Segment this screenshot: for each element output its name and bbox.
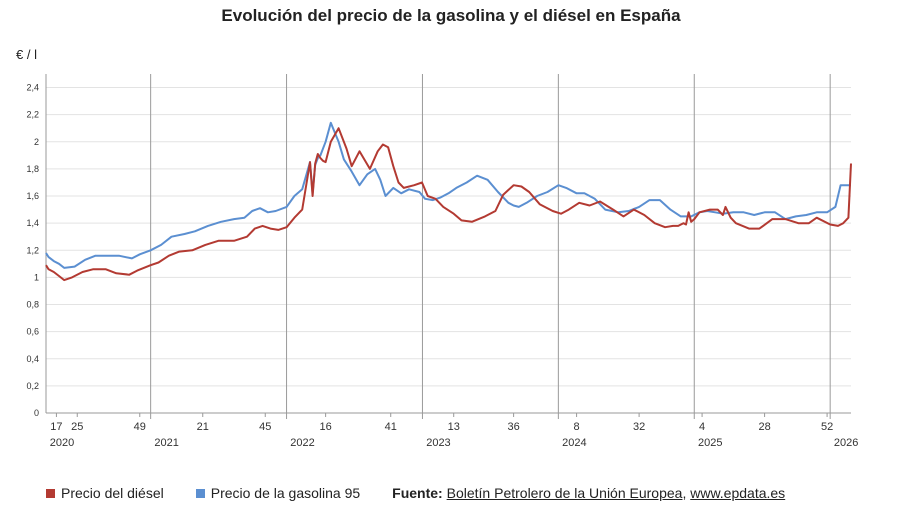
legend-item-diesel: Precio del diésel [46,485,164,501]
x-tick-label: 28 [758,421,770,433]
legend-item-gasoline: Precio de la gasolina 95 [195,485,361,501]
chart-title: Evolución del precio de la gasolina y el… [221,6,681,25]
x-year-label: 2021 [154,437,178,449]
y-tick-label: 1,6 [26,191,39,201]
line-chart: 0 0,2 0,4 0,6 0,8 1 1,2 1,4 1,6 1,8 2 2,2 2,4 17 25 49 2… [26,74,858,449]
plot-area [46,74,851,413]
y-tick-label: 1,8 [26,164,39,174]
legend-label-diesel: Precio del diésel [61,485,164,501]
x-year-label: 2024 [562,437,586,449]
y-tick-label: 1 [34,272,39,282]
y-tick-label: 0,4 [26,354,39,364]
y-tick-label: 2,4 [26,83,39,93]
y-tick-label: 2,2 [26,110,39,120]
source-note: Fuente: Boletín Petrolero de la Unión Eu… [392,485,785,501]
source-site-link[interactable]: www.epdata.es [690,485,786,501]
x-tick-label: 36 [507,421,519,433]
y-tick-label: 2 [34,137,39,147]
x-tick-label: 25 [71,421,83,433]
y-tick-label: 0,6 [26,327,39,337]
y-tick-label: 0,2 [26,381,39,391]
y-axis-unit-label: € / l [16,47,37,62]
y-tick-label: 0,8 [26,300,39,310]
source-label: Fuente: [392,485,443,501]
x-tick-label: 49 [134,421,146,433]
x-year-label: 2026 [834,437,858,449]
x-tick-label: 4 [699,421,705,433]
x-year-label: 2023 [426,437,450,449]
x-tick-label: 52 [821,421,833,433]
legend-swatch-diesel [46,488,55,498]
x-year-label: 2020 [50,437,74,449]
series-line-diesel [45,127,852,282]
x-year-label: 2022 [290,437,314,449]
x-tick-label: 32 [633,421,645,433]
x-tick-label: 16 [319,421,331,433]
series-line-gasoline [45,121,851,269]
x-tick-label: 21 [197,421,209,433]
y-tick-label: 1,4 [26,218,39,228]
legend: Precio del diésel Precio de la gasolina … [46,485,785,501]
x-tick-label: 8 [574,421,580,433]
y-tick-label: 0 [34,408,39,418]
x-tick-label: 45 [259,421,271,433]
source-separator: , [682,485,687,501]
source-link[interactable]: Boletín Petrolero de la Unión Europea [446,485,683,501]
x-year-label: 2025 [698,437,722,449]
x-tick-label: 13 [448,421,460,433]
x-tick-label: 17 [50,421,62,433]
y-tick-label: 1,2 [26,245,39,255]
legend-label-gasoline: Precio de la gasolina 95 [210,485,361,501]
x-tick-label: 41 [385,421,397,433]
legend-swatch-gasoline [195,488,205,498]
